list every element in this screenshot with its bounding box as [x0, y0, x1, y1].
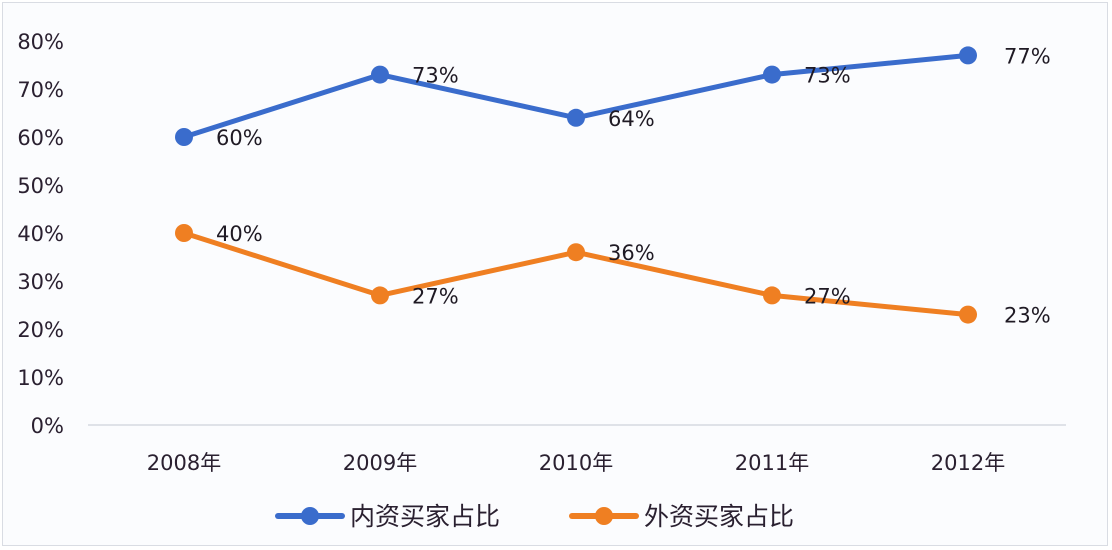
data-label: 40% — [216, 222, 263, 246]
legend-item: 外资买家占比 — [569, 502, 794, 531]
x-axis: 2008年 2009年 2010年 2011年 2012年 — [147, 451, 1005, 475]
series-foreign-buyers: 40% 27% 36% 27% 23% — [175, 222, 1051, 328]
data-point-marker — [175, 128, 193, 146]
data-point-marker — [763, 286, 781, 305]
data-point-marker — [959, 305, 977, 324]
data-point-marker — [175, 224, 193, 242]
y-axis: 0% 10% 20% 30% 40% 50% 60% 70% 80% — [17, 30, 64, 438]
y-tick-label: 10% — [17, 366, 64, 390]
legend-label: 外资买家占比 — [644, 502, 794, 531]
data-label: 60% — [216, 126, 263, 150]
y-tick-label: 30% — [17, 270, 64, 294]
y-tick-label: 20% — [17, 318, 64, 342]
y-tick-label: 70% — [17, 78, 64, 102]
legend: 内资买家占比 外资买家占比 — [275, 502, 794, 531]
x-tick-label: 2011年 — [735, 451, 809, 475]
data-label: 36% — [608, 241, 655, 265]
x-tick-label: 2012年 — [931, 451, 1005, 475]
data-label: 27% — [412, 284, 459, 308]
legend-dot-icon — [301, 507, 319, 525]
data-label: 23% — [1004, 304, 1051, 328]
data-point-marker — [371, 65, 389, 84]
y-tick-label: 50% — [17, 174, 64, 198]
y-tick-label: 80% — [17, 30, 64, 54]
data-label: 77% — [1004, 44, 1051, 68]
data-label: 73% — [804, 64, 851, 88]
y-tick-label: 0% — [31, 414, 64, 438]
data-point-marker — [959, 46, 977, 65]
series-domestic-buyers: 60% 73% 64% 73% 77% — [175, 44, 1051, 150]
legend-label: 内资买家占比 — [350, 502, 500, 531]
data-label: 64% — [608, 107, 655, 131]
data-label: 27% — [804, 284, 851, 308]
data-point-marker — [567, 243, 585, 262]
legend-dot-icon — [595, 507, 613, 525]
x-tick-label: 2009年 — [343, 451, 417, 475]
series-group: 60% 73% 64% 73% 77% 40% 27% 36% 27% 23% — [175, 44, 1051, 328]
data-point-marker — [371, 286, 389, 305]
data-point-marker — [567, 108, 585, 127]
data-point-marker — [763, 65, 781, 84]
x-tick-label: 2010年 — [539, 451, 613, 475]
x-tick-label: 2008年 — [147, 451, 221, 475]
y-tick-label: 40% — [17, 222, 64, 246]
data-label: 73% — [412, 64, 459, 88]
y-tick-label: 60% — [17, 126, 64, 150]
legend-item: 内资买家占比 — [275, 502, 500, 531]
